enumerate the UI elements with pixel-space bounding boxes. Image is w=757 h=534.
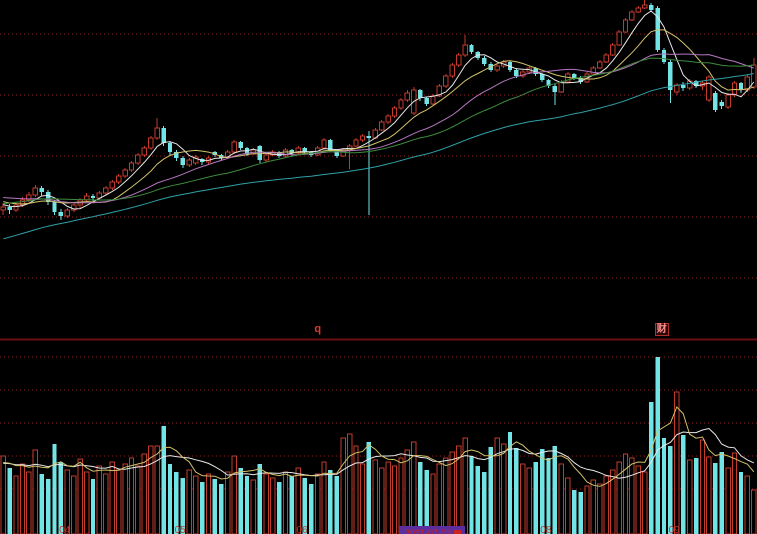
x-axis-month-label: 06 bbox=[296, 525, 308, 534]
x-axis-month-label: 04 bbox=[59, 525, 71, 534]
date-chip-square-icon bbox=[454, 530, 462, 534]
selected-date-chip: 2021-07-02 bbox=[398, 526, 466, 534]
x-axis-month-label: 05 bbox=[174, 525, 186, 534]
event-marker-q[interactable]: q bbox=[314, 323, 322, 335]
selected-date-text: 2021-07-02 bbox=[404, 527, 452, 534]
x-axis-month-label: 08 bbox=[540, 525, 552, 534]
event-marker-cai[interactable]: 财 bbox=[654, 323, 669, 336]
x-axis-month-label: 09 bbox=[668, 525, 680, 534]
